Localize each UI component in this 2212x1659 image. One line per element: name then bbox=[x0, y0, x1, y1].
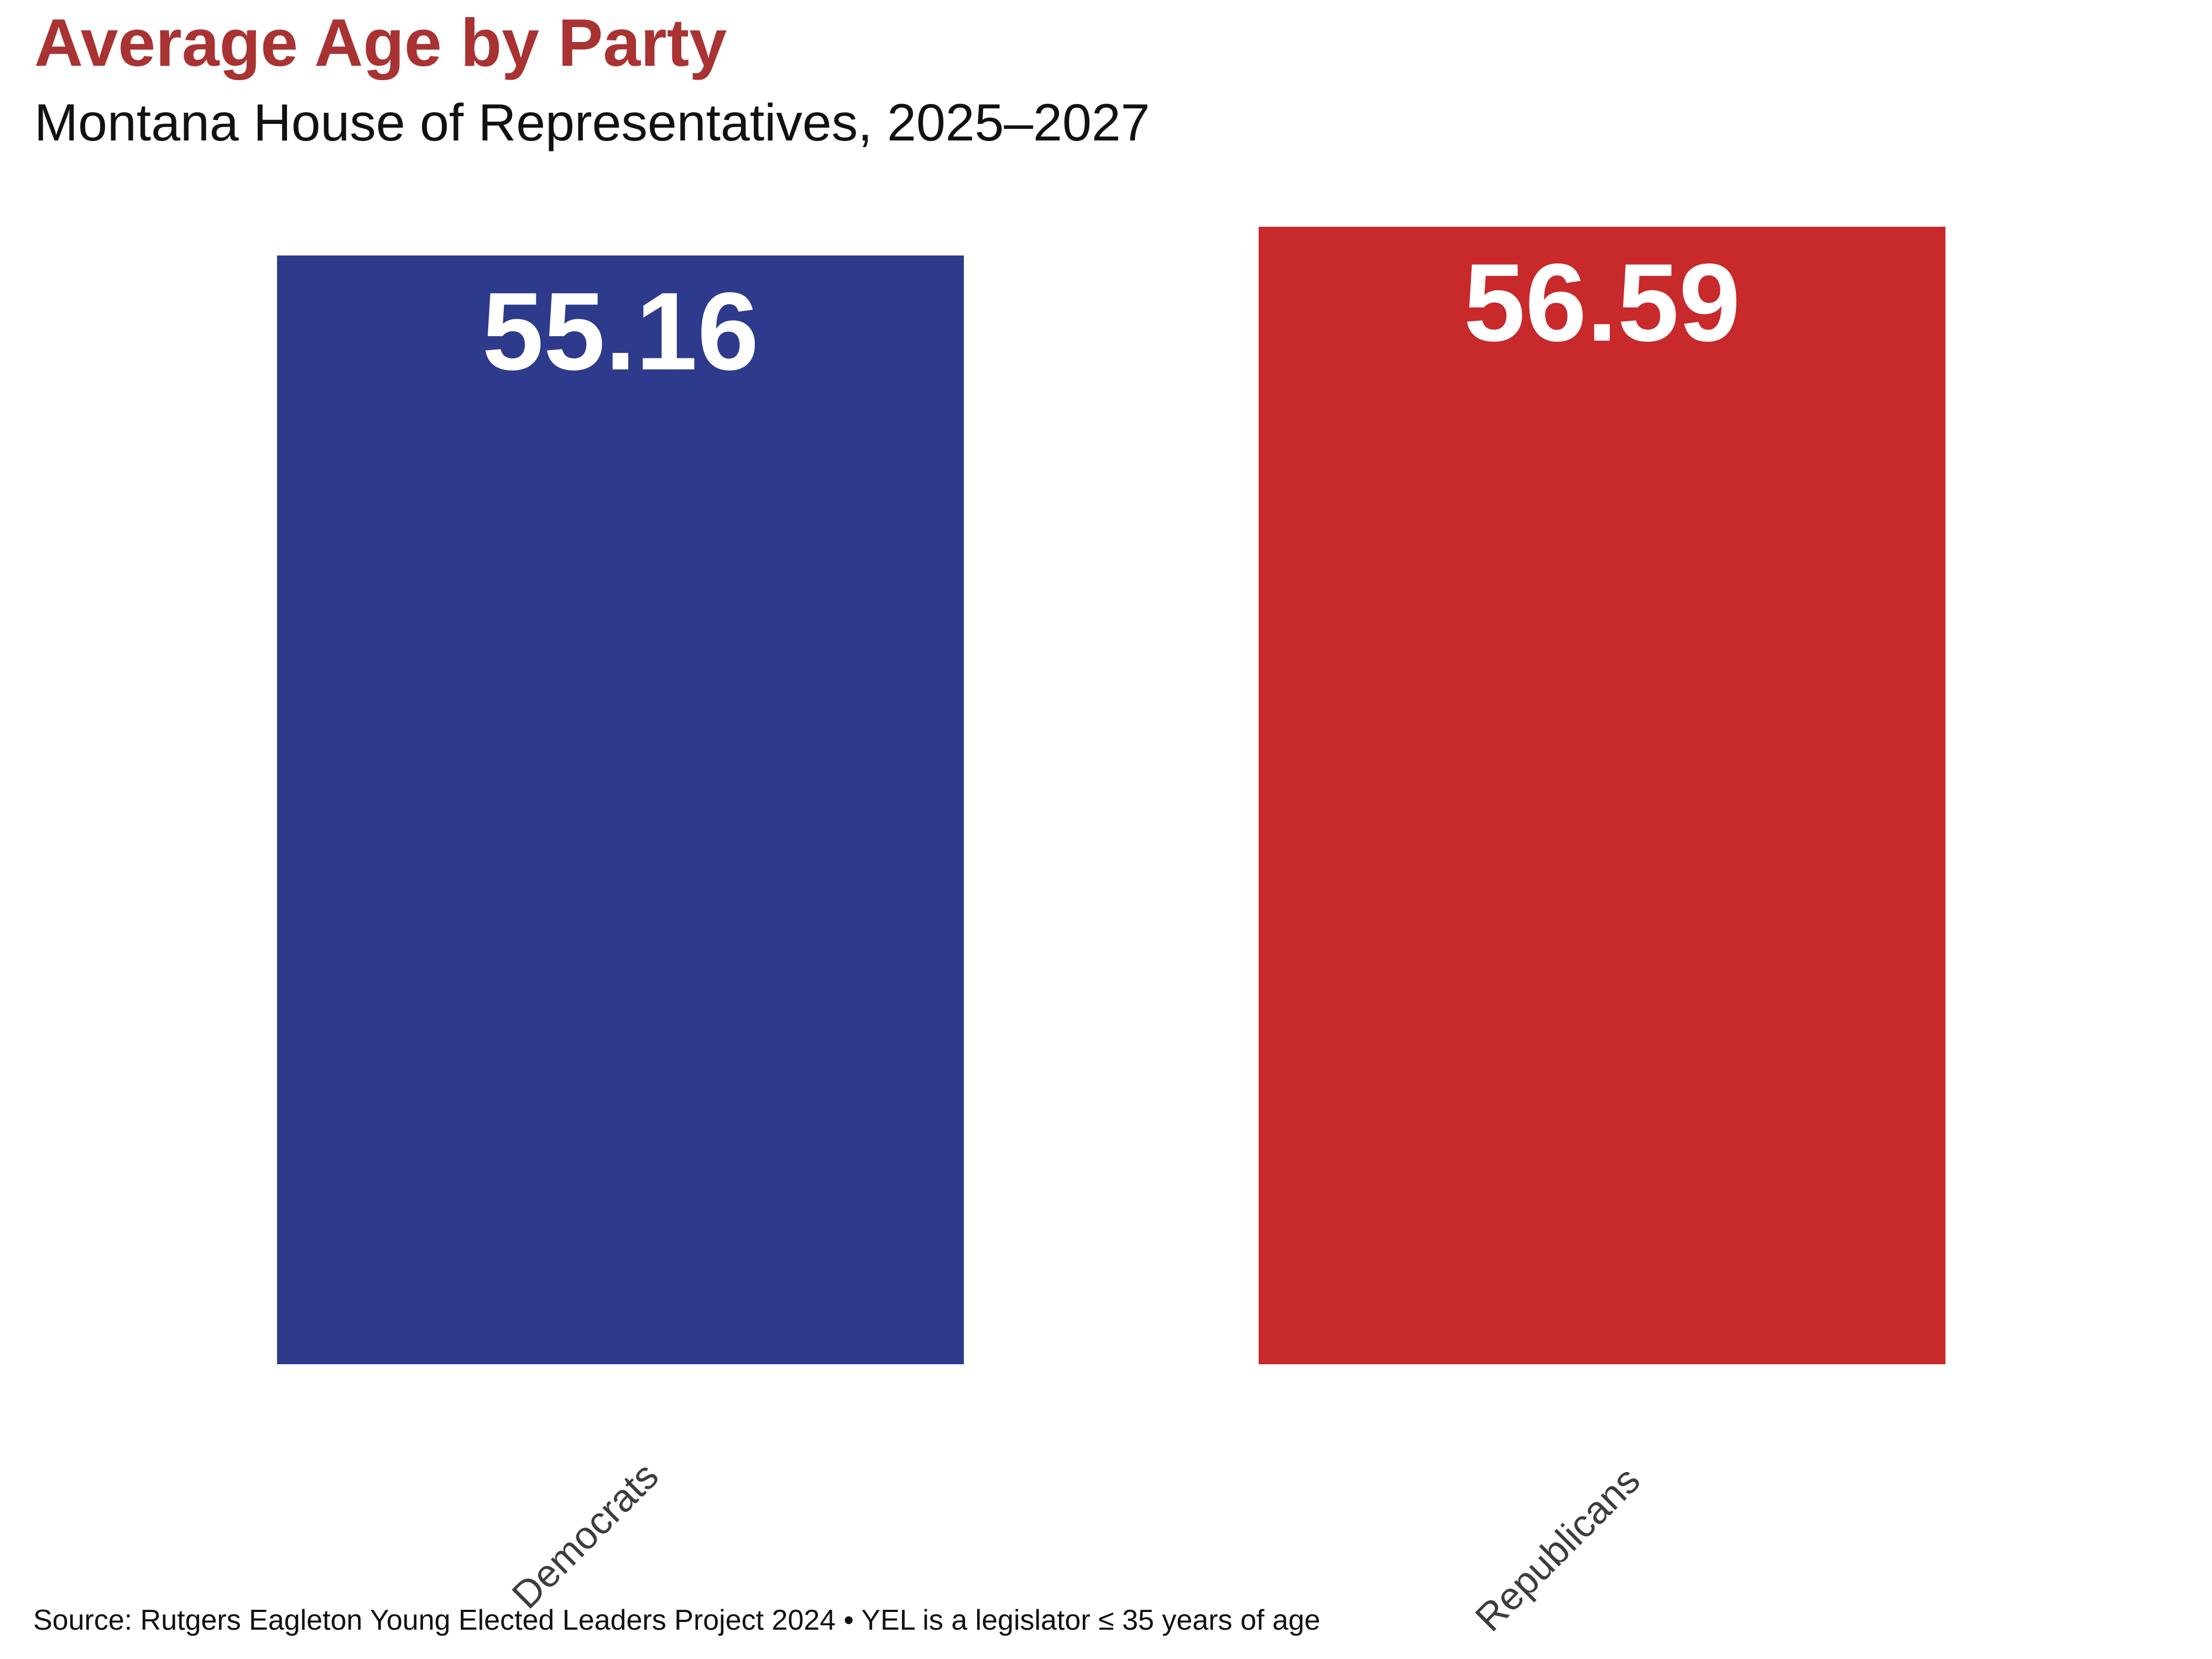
bar-value-democrats: 55.16 bbox=[482, 270, 759, 393]
source-note: Source: Rutgers Eagleton Young Elected L… bbox=[33, 1604, 1321, 1636]
x-tick-label-republicans: Republicans bbox=[1467, 1458, 1648, 1640]
chart-title: Average Age by Party bbox=[34, 5, 727, 80]
chart-subtitle: Montana House of Representatives, 2025–2… bbox=[34, 93, 1150, 152]
bar-republicans: 56.59 bbox=[1259, 227, 1945, 1364]
bar-democrats: 55.16 bbox=[277, 255, 964, 1364]
bar-value-republicans: 56.59 bbox=[1463, 241, 1741, 364]
